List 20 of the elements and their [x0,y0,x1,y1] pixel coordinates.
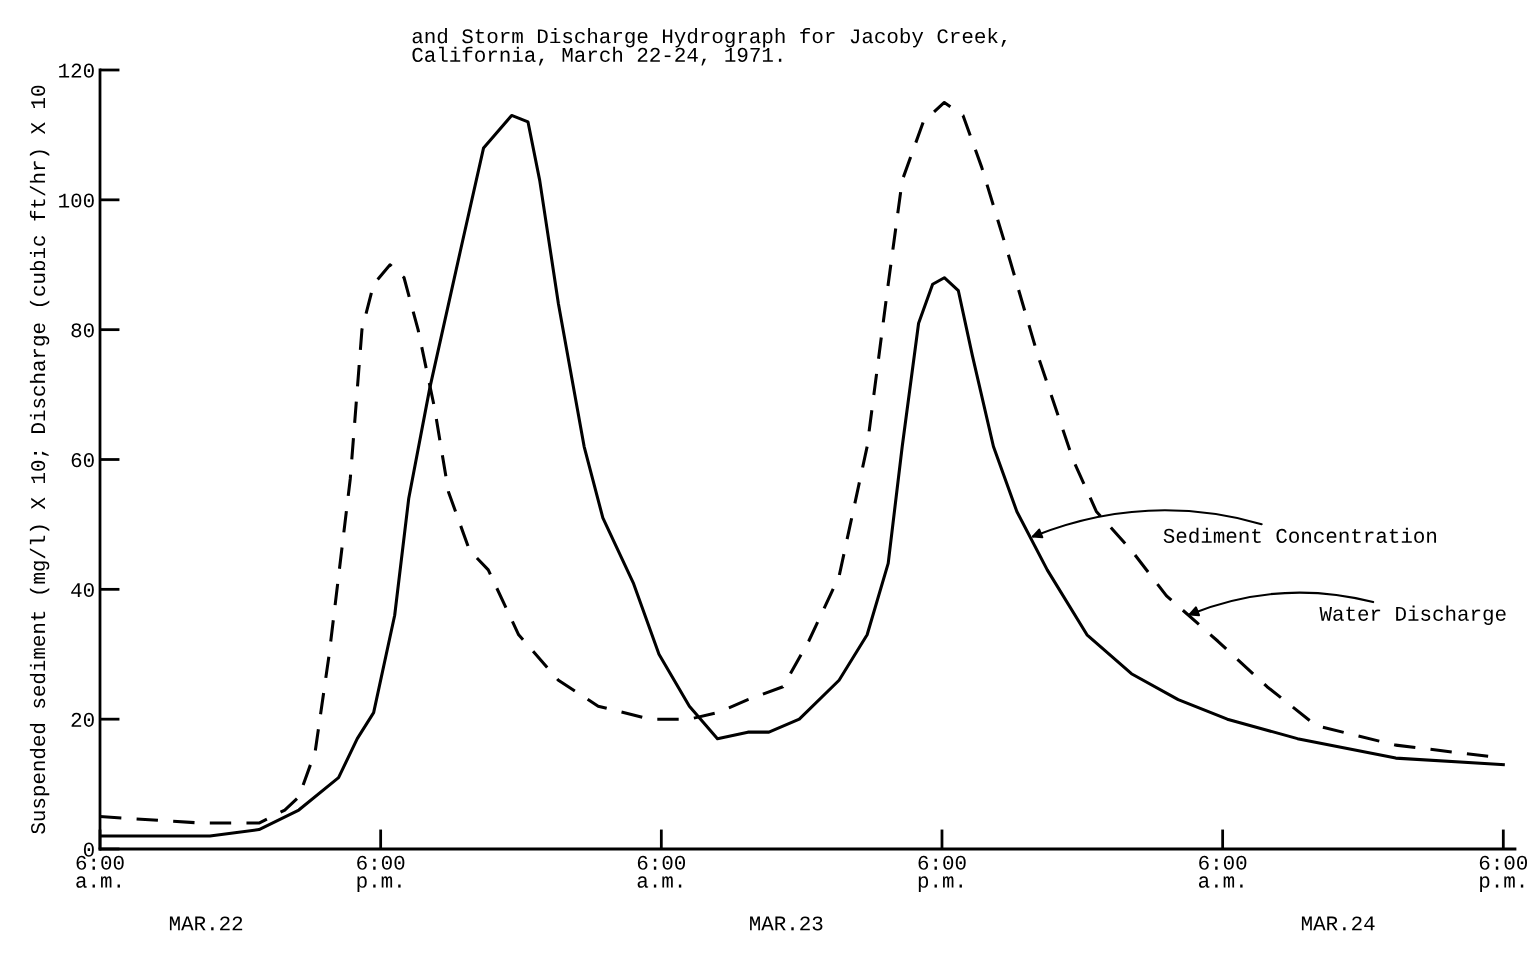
text: MAR.22 [169,916,243,931]
x-tick-label: 6:00 a.m. [1198,855,1247,888]
text: MAR.24 [1301,916,1375,931]
x-tick-label: 6:00 p.m. [1479,855,1528,892]
y-tick-label: 80 [71,323,94,338]
y-tick-label: 120 [59,63,94,78]
y-tick-label: 40 [71,582,94,598]
annotation: Water Discharge [1319,605,1506,625]
y-tick-label: 60 [71,453,94,468]
y-tick-label: 100 [59,193,94,208]
y-axis-title: Suspended sediment (mg/l) X 10; Discharge (cubic ft/hr) X 10 [29,85,50,834]
x-tick-label: 6:00 p.m. [918,855,966,892]
chart-title: and Storm Discharge Hydrograph for Jacoby Creek, California, March 22-24, 1971. [412,28,1006,66]
x-tick-label: 6:00 p.m. [357,855,405,892]
y-tick-label: 0 [83,842,94,857]
annotation: Sediment Concentration [1163,527,1437,544]
x-tick-label: 6:00 a.m. [637,855,686,888]
text: MAR.23 [750,916,823,931]
y-tick-label: 20 [71,712,94,727]
x-tick-label: 6:00 a.m. [76,855,124,888]
